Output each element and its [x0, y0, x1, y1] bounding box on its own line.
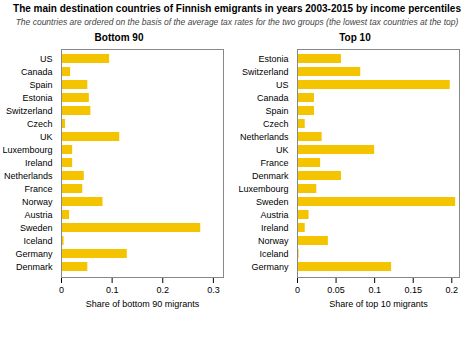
- svg-text:Germany: Germany: [251, 262, 289, 272]
- svg-text:0.05: 0.05: [327, 285, 345, 295]
- svg-text:Spain: Spain: [265, 106, 288, 116]
- svg-text:Netherlands: Netherlands: [240, 132, 289, 142]
- svg-text:Germany: Germany: [15, 249, 53, 259]
- svg-text:Switzerland: Switzerland: [242, 67, 289, 77]
- svg-text:0.15: 0.15: [404, 285, 422, 295]
- svg-text:Canada: Canada: [257, 93, 289, 103]
- svg-text:Sweden: Sweden: [256, 197, 289, 207]
- svg-text:Share of top 10 migrants: Share of top 10 migrants: [329, 299, 428, 309]
- svg-text:France: France: [24, 184, 52, 194]
- svg-text:Norway: Norway: [22, 197, 53, 207]
- svg-text:0.2: 0.2: [446, 285, 459, 295]
- svg-text:Denmark: Denmark: [252, 171, 289, 181]
- svg-text:Estonia: Estonia: [258, 54, 288, 64]
- svg-text:0: 0: [59, 285, 64, 295]
- svg-text:UK: UK: [276, 145, 289, 155]
- svg-text:Share of bottom 90 migrants: Share of bottom 90 migrants: [86, 299, 200, 309]
- svg-text:UK: UK: [40, 132, 53, 142]
- svg-text:US: US: [40, 54, 53, 64]
- svg-text:Austria: Austria: [260, 210, 288, 220]
- svg-text:Canada: Canada: [21, 67, 53, 77]
- svg-text:Luxembourg: Luxembourg: [239, 184, 289, 194]
- svg-text:Luxembourg: Luxembourg: [3, 145, 53, 155]
- svg-text:0.1: 0.1: [368, 285, 381, 295]
- svg-text:Czech: Czech: [263, 119, 289, 129]
- svg-text:Spain: Spain: [29, 80, 52, 90]
- svg-text:Switzerland: Switzerland: [6, 106, 53, 116]
- svg-text:Ireland: Ireland: [25, 158, 53, 168]
- svg-text:Ireland: Ireland: [261, 223, 289, 233]
- svg-text:Norway: Norway: [258, 236, 289, 246]
- svg-text:0: 0: [295, 285, 300, 295]
- svg-text:0.3: 0.3: [207, 285, 220, 295]
- svg-text:Estonia: Estonia: [22, 93, 52, 103]
- html-text:Top 10: Top 10: [339, 32, 371, 43]
- svg-text:Austria: Austria: [24, 210, 52, 220]
- svg-text:0.2: 0.2: [156, 285, 169, 295]
- svg-text:Iceland: Iceland: [259, 249, 288, 259]
- svg-text:US: US: [276, 80, 289, 90]
- html-text:The main destination countries: The main destination countries of Finnis…: [13, 3, 461, 14]
- svg-text:Denmark: Denmark: [16, 262, 53, 272]
- svg-text:Sweden: Sweden: [20, 223, 53, 233]
- svg-text:France: France: [260, 158, 288, 168]
- svg-text:Czech: Czech: [27, 119, 53, 129]
- svg-text:Iceland: Iceland: [23, 236, 52, 246]
- html-text:Bottom 90: Bottom 90: [94, 32, 144, 43]
- svg-text:Netherlands: Netherlands: [4, 171, 53, 181]
- html-text:The countries are ordered on t: The countries are ordered on the basis o…: [15, 17, 459, 27]
- svg-text:0.1: 0.1: [106, 285, 119, 295]
